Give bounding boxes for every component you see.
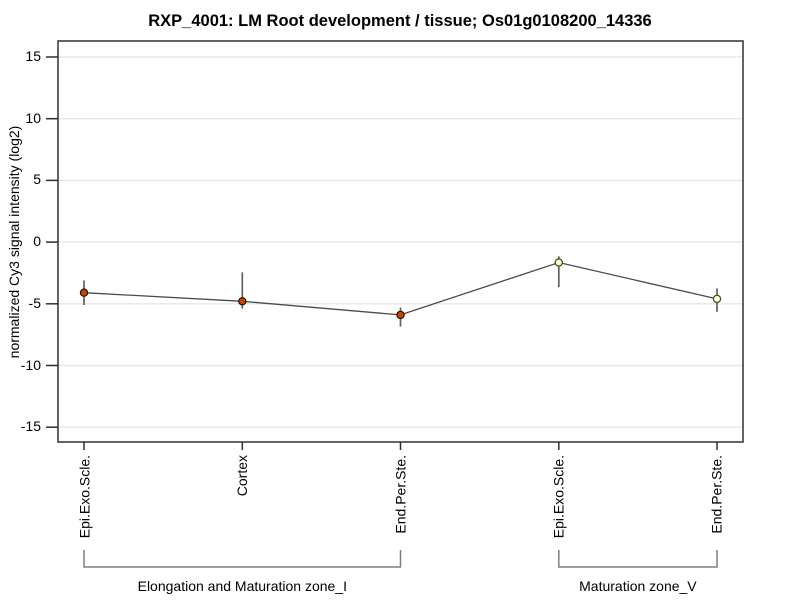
y-tick-label: 5 — [33, 171, 41, 188]
group-label: Elongation and Maturation zone_I — [137, 578, 347, 594]
group-label: Maturation zone_V — [579, 578, 697, 594]
group-bracket — [83, 550, 402, 568]
group-bracket — [558, 550, 718, 568]
data-point — [238, 297, 247, 306]
y-tick-label: -15 — [20, 418, 41, 435]
data-point — [712, 294, 722, 304]
x-category-label: Epi.Exo.Scle. — [76, 455, 92, 539]
y-tick-label: 10 — [25, 109, 41, 126]
y-tick-label: -5 — [28, 294, 41, 311]
x-category-label: Epi.Exo.Scle. — [550, 455, 567, 539]
x-category-label: End.Per.Ste. — [709, 455, 725, 534]
y-tick-label: -10 — [20, 356, 41, 373]
data-point — [554, 258, 564, 267]
chart-title: RXP_4001: LM Root development / tissue; … — [148, 12, 652, 30]
x-category-label: End.Per.Ste. — [392, 455, 409, 534]
y-tick-label: 15 — [25, 48, 41, 64]
data-point — [79, 288, 89, 297]
x-category-label: Cortex — [234, 455, 251, 497]
data-line — [83, 261, 718, 316]
y-tick-label: 0 — [33, 233, 41, 250]
data-point — [396, 310, 405, 320]
